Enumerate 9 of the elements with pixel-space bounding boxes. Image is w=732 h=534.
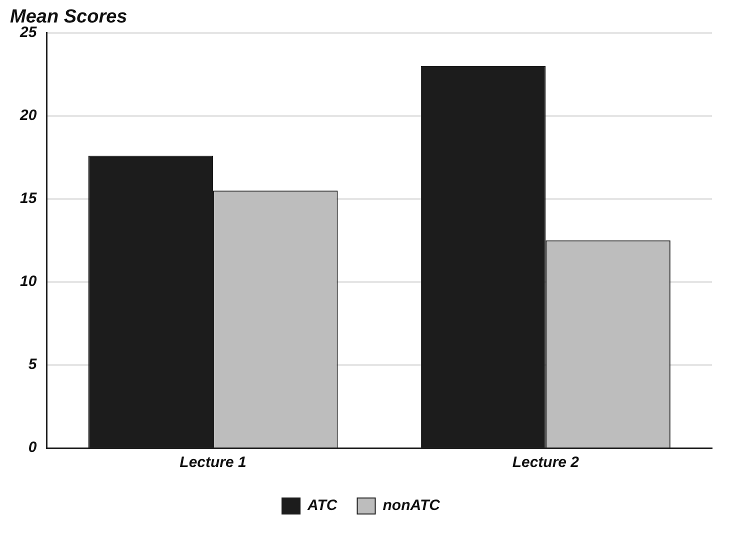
- y-tick-label: 20: [18, 106, 38, 124]
- x-tick-label: Lecture 2: [512, 454, 580, 472]
- y-tick-label: 0: [28, 439, 38, 456]
- x-tick-label: Lecture 1: [180, 454, 246, 472]
- y-tick-label: 15: [20, 190, 38, 208]
- y-tick-label: 10: [20, 273, 38, 290]
- legend-label: nonATC: [382, 497, 442, 514]
- y-tick-label: 5: [28, 356, 38, 374]
- legend-label: ATC: [306, 497, 338, 514]
